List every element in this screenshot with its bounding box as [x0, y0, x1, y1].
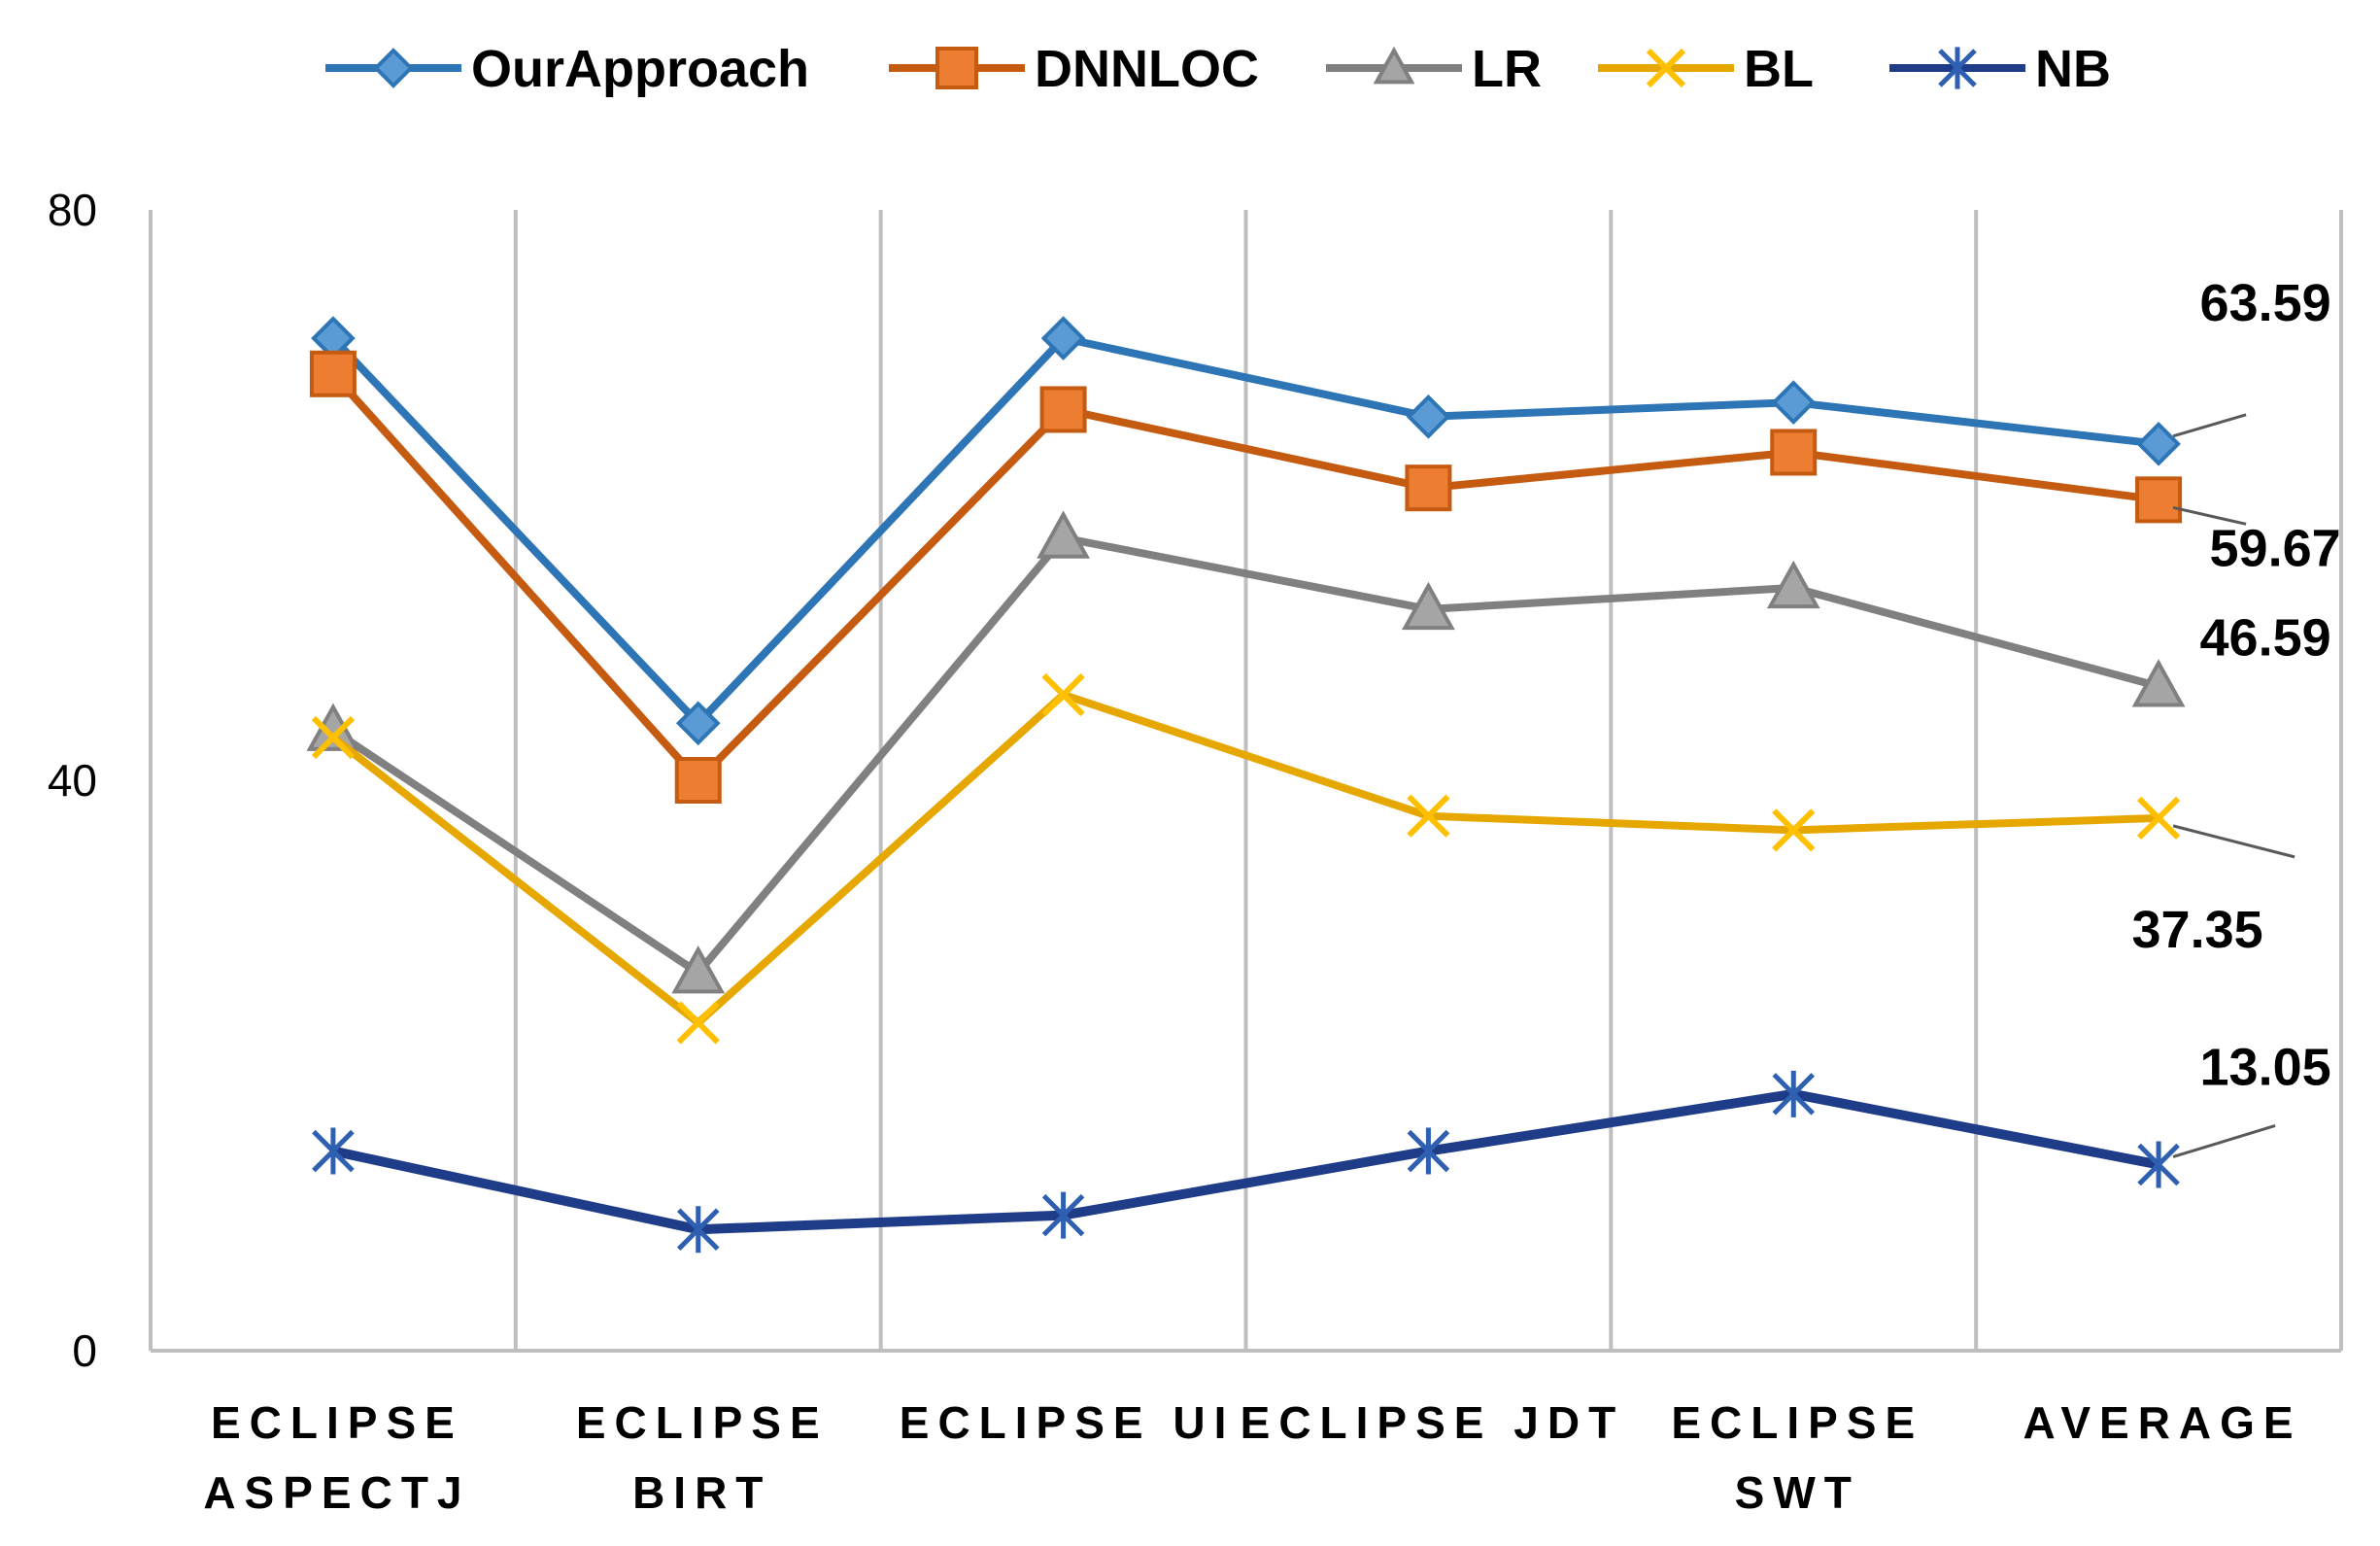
data-point: [309, 350, 357, 397]
y-tick-label: 40: [48, 755, 97, 806]
leader-line: [2172, 1124, 2276, 1158]
legend-item-ourapproach: OurApproach: [325, 40, 809, 98]
axes: [149, 210, 2341, 1353]
legend-item-bl: BL: [1598, 40, 1814, 98]
legend-label: NB: [2035, 40, 2111, 98]
legend-marker: [935, 47, 978, 89]
data-point: [1405, 464, 1452, 512]
data-point: [1772, 1070, 1816, 1117]
data-point: [1041, 1191, 1085, 1239]
data-label: 13.05: [2200, 1038, 2331, 1096]
data-point: [2137, 1141, 2180, 1188]
data-point: [1770, 429, 1818, 476]
series-lr: [306, 510, 2186, 994]
x-category-label: SWT: [1735, 1467, 1860, 1518]
x-category-label: ECLIPSE UI: [900, 1397, 1236, 1448]
leader-line: [2172, 505, 2247, 526]
legend-marker: [1938, 47, 1977, 89]
data-point: [312, 1127, 355, 1175]
x-category-label: BIRT: [632, 1467, 771, 1518]
x-category-label: ASPECTJ: [203, 1467, 470, 1518]
data-labels: 63.59 59.67 46.59 37.35 13.05: [2132, 274, 2341, 1158]
data-label: 46.59: [2200, 608, 2331, 667]
data-point: [1766, 560, 1820, 609]
legend-marker: [373, 48, 414, 88]
data-point: [2136, 796, 2181, 841]
x-category-label: ECLIPSE: [576, 1397, 829, 1448]
data-point: [1406, 394, 1451, 439]
series-line: [330, 690, 2159, 1027]
series-line: [330, 533, 2160, 978]
data-point: [306, 703, 360, 751]
data-point: [1407, 794, 1450, 838]
data-point: [1771, 380, 1817, 425]
legend-item-lr: LR: [1326, 40, 1542, 98]
data-point: [676, 1001, 720, 1045]
leader-line: [2172, 824, 2295, 859]
x-category-label: ECLIPSE: [211, 1397, 463, 1448]
data-point: [671, 945, 726, 994]
y-axis-ticks: 0 40 80: [48, 185, 97, 1376]
data-point: [1772, 808, 1816, 852]
data-label: 59.67: [2210, 519, 2341, 577]
data-point: [676, 1206, 720, 1254]
data-point: [311, 715, 356, 760]
legend-label: OurApproach: [471, 40, 809, 98]
data-point: [1039, 386, 1087, 433]
leader-line: [2172, 413, 2247, 438]
x-category-label: ECLIPSE: [1671, 1397, 1923, 1448]
series-line: [331, 1088, 2160, 1235]
data-point: [2136, 421, 2181, 466]
legend-item-nb: NB: [1889, 40, 2111, 98]
series-dnnloc: [309, 350, 2183, 804]
grid-lines: [513, 210, 2343, 1351]
legend: OurApproach DNNLOC LR BL NB: [325, 40, 2111, 98]
series-nb: [312, 1070, 2180, 1254]
data-point: [2135, 476, 2183, 524]
data-point: [675, 701, 721, 746]
data-point: [1407, 1127, 1450, 1175]
legend-label: DNNLOC: [1035, 40, 1259, 98]
data-point: [1402, 581, 1455, 631]
legend-marker: [1646, 48, 1686, 88]
series-bl: [311, 672, 2181, 1045]
legend-label: LR: [1472, 40, 1542, 98]
data-point: [1037, 510, 1090, 559]
x-category-label: AVERAGE: [2023, 1397, 2302, 1448]
y-tick-label: 0: [72, 1325, 97, 1376]
series-line: [330, 334, 2159, 728]
y-tick-label: 80: [48, 185, 97, 235]
data-label: 63.59: [2200, 274, 2331, 332]
data-point: [1041, 672, 1085, 717]
data-point: [1040, 316, 1086, 361]
data-label: 37.35: [2132, 901, 2263, 959]
data-point: [674, 757, 722, 804]
legend-label: BL: [1744, 40, 1814, 98]
series-line: [329, 371, 2159, 784]
plot-area: [306, 316, 2186, 1254]
legend-item-dnnloc: DNNLOC: [889, 40, 1259, 98]
data-point: [2131, 659, 2186, 707]
legend-marker: [1373, 46, 1415, 85]
x-category-label: ECLIPSE JDT: [1241, 1397, 1625, 1448]
